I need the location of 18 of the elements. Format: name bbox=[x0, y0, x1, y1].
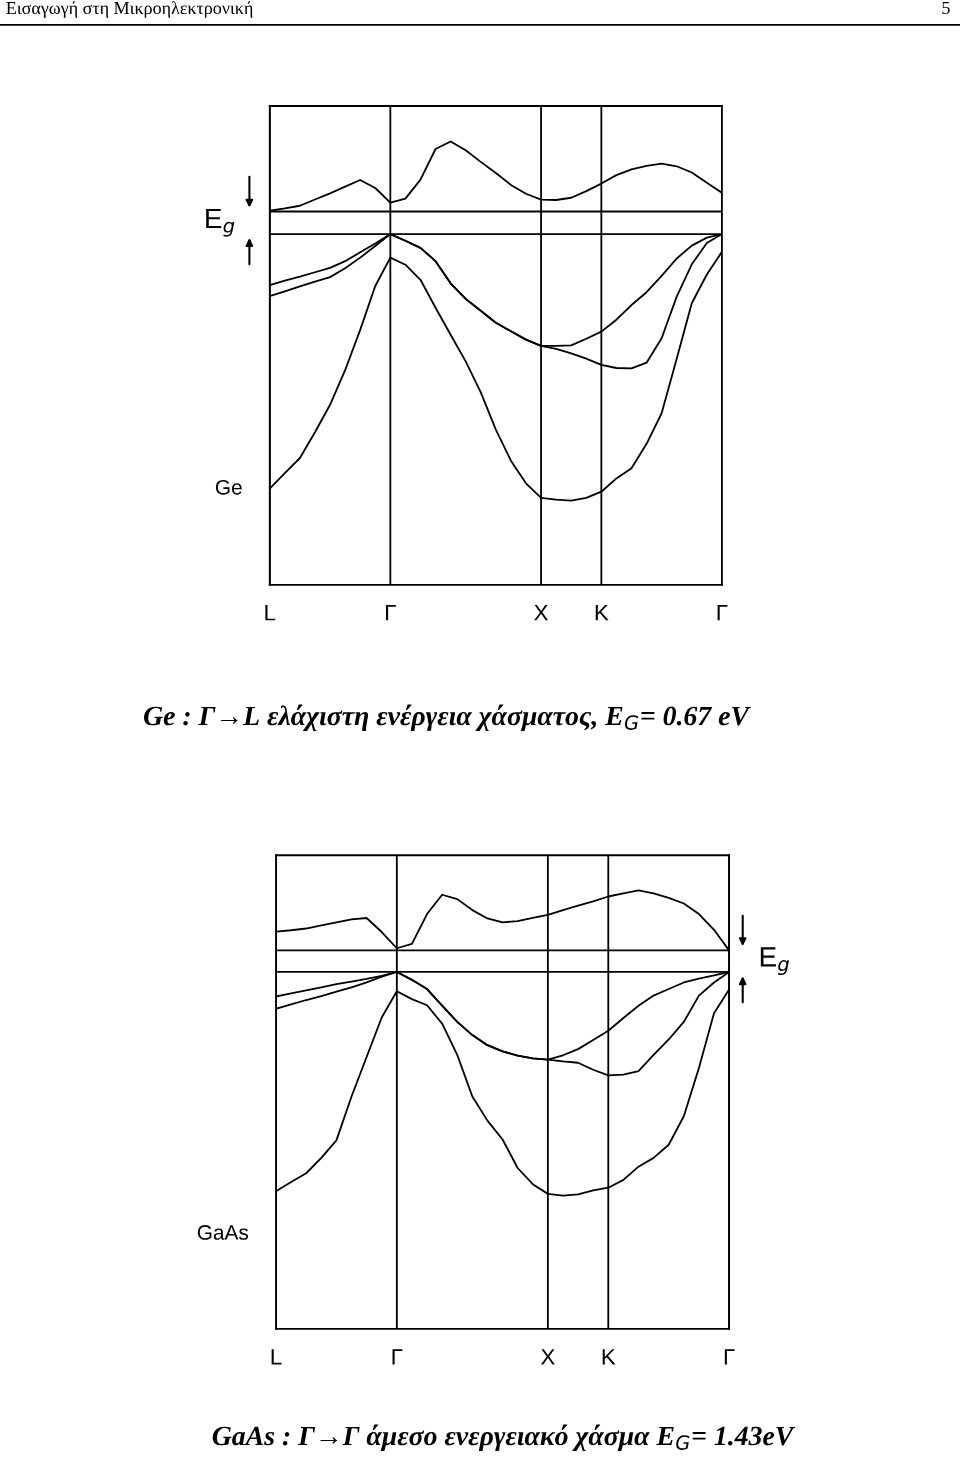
x-tick-label: K bbox=[602, 1349, 616, 1365]
text: E$_{g}$ bbox=[760, 947, 789, 976]
text: GaAs : Γ→Γ άμεσο ενεργειακό χάσμα E$_{G}$= 1.43eV bbox=[212, 1424, 796, 1451]
y-axis-title: Ge bbox=[215, 479, 242, 495]
x-tick-label: Γ bbox=[717, 605, 728, 621]
x-tick-label: Γ bbox=[724, 1349, 735, 1365]
y-axis-title: GaAs bbox=[197, 1225, 249, 1240]
x-tick-label: L bbox=[265, 605, 276, 621]
x-tick-label: Γ bbox=[392, 1349, 403, 1365]
text: Ge : Γ→L ελάχιστη ενέργεια χάσματος, E$_{G}$= 0.67 eV bbox=[144, 704, 751, 732]
x-tick-label: L bbox=[271, 1349, 282, 1365]
text: Εισαγωγή στη Μικροηλεκτρονική bbox=[6, 1, 253, 18]
x-tick-label: Γ bbox=[386, 605, 396, 621]
x-tick-label: X bbox=[534, 605, 548, 621]
text: 5 bbox=[942, 2, 950, 15]
text: E$_{g}$ bbox=[206, 208, 235, 237]
x-tick-label: X bbox=[540, 1349, 555, 1365]
x-tick-label: K bbox=[595, 605, 609, 621]
